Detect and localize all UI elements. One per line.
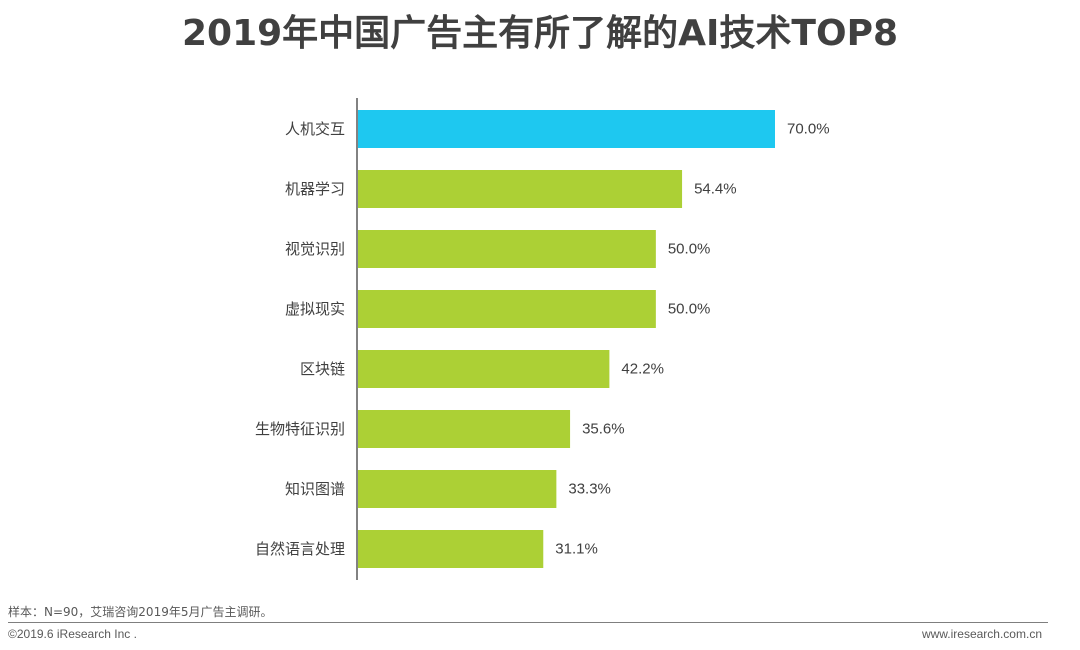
category-label-2: 机器学习 — [285, 180, 345, 198]
category-label-7: 知识图谱 — [285, 480, 345, 498]
category-label-4: 虚拟现实 — [285, 300, 345, 318]
value-label-5: 42.2% — [621, 361, 664, 378]
bar-chart: 人机交互 70.0% 机器学习 54.4% 视觉识别 50.0% 虚拟现实 50.0% 区块链 4… — [255, 98, 830, 580]
bar-2 — [358, 170, 683, 208]
bar-6 — [358, 410, 571, 448]
bar-5 — [358, 350, 610, 388]
copyright-text: ©2019.6 iResearch Inc . — [8, 627, 137, 641]
bar-1 — [358, 110, 775, 148]
bar-4 — [358, 290, 656, 328]
footer-divider — [8, 622, 1048, 623]
bar-3 — [358, 230, 656, 268]
bar-7 — [358, 470, 557, 508]
category-label-5: 区块链 — [300, 360, 345, 378]
value-label-3: 50.0% — [668, 241, 711, 258]
value-label-4: 50.0% — [668, 301, 711, 318]
value-label-2: 54.4% — [694, 181, 737, 198]
website-link[interactable]: www.iresearch.com.cn — [921, 627, 1042, 641]
category-label-1: 人机交互 — [285, 120, 345, 138]
value-label-8: 31.1% — [555, 541, 598, 558]
value-label-7: 33.3% — [568, 481, 611, 498]
value-label-6: 35.6% — [582, 421, 625, 438]
sample-note: 样本：N=90，艾瑞咨询2019年5月广告主调研。 — [8, 605, 273, 619]
category-label-3: 视觉识别 — [285, 240, 345, 258]
category-label-8: 自然语言处理 — [255, 540, 345, 558]
chart-title: 2019年中国广告主有所了解的AI技术TOP8 — [181, 13, 899, 54]
category-label-6: 生物特征识别 — [255, 420, 345, 438]
value-label-1: 70.0% — [787, 121, 830, 138]
bar-8 — [358, 530, 544, 568]
